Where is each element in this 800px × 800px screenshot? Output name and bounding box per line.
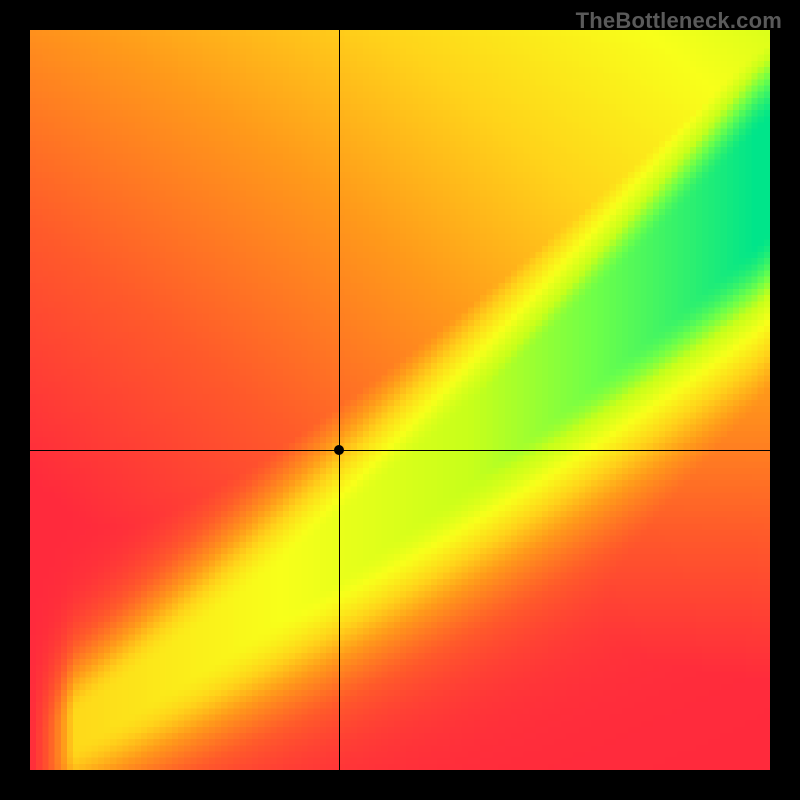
plot-area <box>30 30 770 770</box>
figure-root: TheBottleneck.com <box>0 0 800 800</box>
crosshair-marker <box>334 445 344 455</box>
heatmap-canvas <box>30 30 770 770</box>
crosshair-vertical <box>339 30 340 770</box>
watermark-text: TheBottleneck.com <box>576 8 782 34</box>
crosshair-horizontal <box>30 450 770 451</box>
